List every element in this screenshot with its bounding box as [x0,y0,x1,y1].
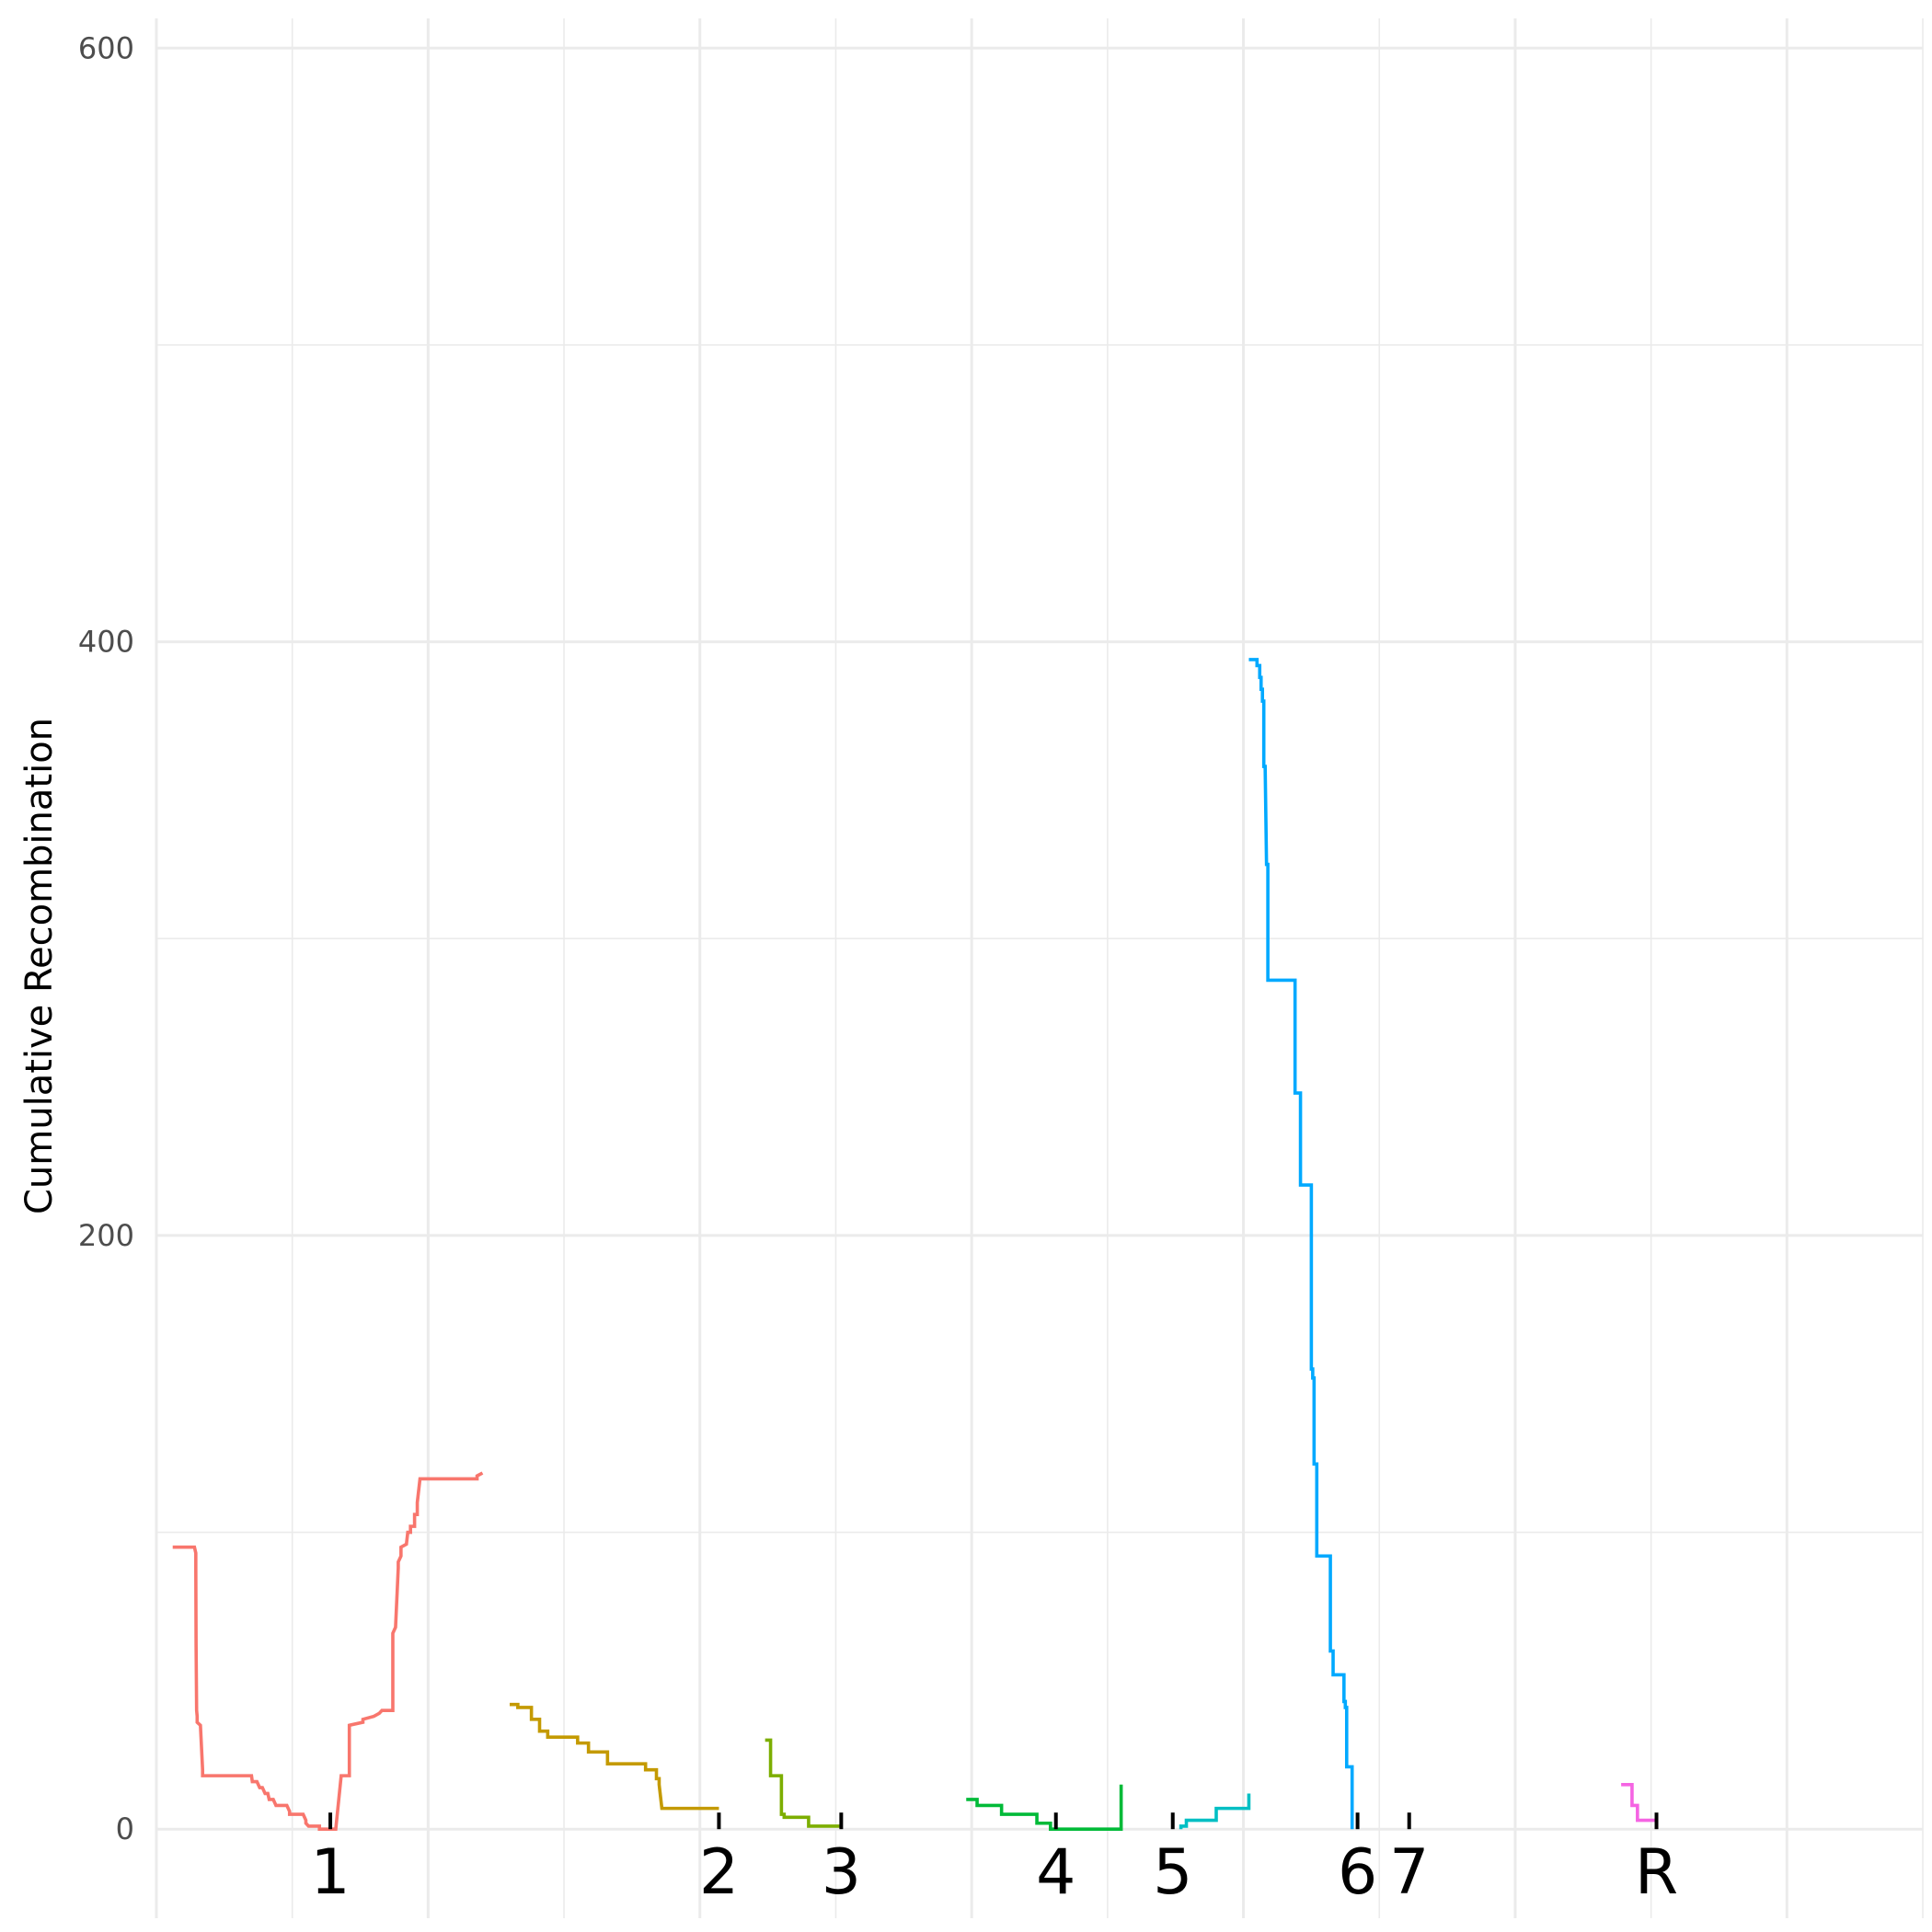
y-tick-label: 400 [78,625,134,660]
x-tick-label: 2 [699,1836,739,1909]
y-tick-label: 0 [116,1811,134,1846]
x-tick-label: 5 [1153,1836,1192,1909]
y-tick-label: 200 [78,1218,134,1253]
y-tick-label: 600 [78,30,134,65]
x-tick-label: 1 [310,1836,350,1909]
x-tick-label: 4 [1036,1836,1075,1909]
series-line-3 [765,1738,842,1828]
y-tick-layer: 0 200 400 600 [78,30,134,1846]
series-line-4 [966,1784,1123,1831]
series-line-1 [172,1471,484,1831]
x-tick-label: 7 [1389,1836,1429,1909]
series-line-7 [1621,1783,1657,1823]
series-line-2 [510,1702,719,1811]
series-line-6 [1248,658,1354,1830]
x-tick-label: 6 [1338,1836,1377,1909]
x-tick-label: 3 [822,1836,861,1909]
x-tick-label: R [1635,1836,1678,1909]
grid-layer [155,18,1924,1918]
series-line-5 [1179,1793,1251,1830]
y-axis-label: Cumulative Recombination [18,718,61,1214]
series-layer [172,658,1657,1831]
